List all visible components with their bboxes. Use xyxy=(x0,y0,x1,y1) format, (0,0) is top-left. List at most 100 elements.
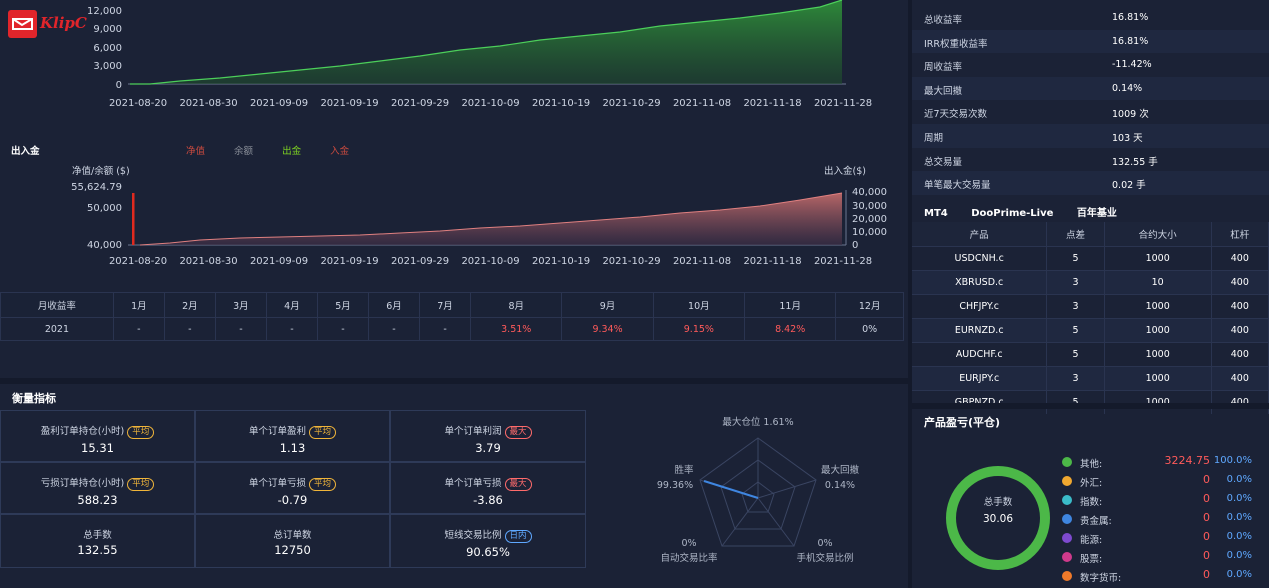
metric-tag: 平均 xyxy=(127,426,155,439)
metric-tag: 平均 xyxy=(127,478,155,491)
month-cell: - xyxy=(163,317,216,341)
product-cell: 400 xyxy=(1211,294,1269,319)
stat-label: 近7天交易次数 xyxy=(924,109,988,121)
metric-value: 588.23 xyxy=(77,493,118,507)
product-row[interactable]: CHFJPY.c 3 1000 400 xyxy=(912,294,1269,319)
product-row[interactable]: AUDCHF.c 5 1000 400 xyxy=(912,342,1269,367)
legend-balance[interactable]: 余额 xyxy=(234,146,254,157)
metric-label: 亏损订单持仓(小时) xyxy=(40,478,125,489)
pnl-legend-row[interactable]: 贵金属: 0 0.0% xyxy=(1062,510,1262,528)
y-tick-label: 12,000 xyxy=(87,6,122,17)
right-tick-label: 20,000 xyxy=(852,214,887,225)
product-cell: 400 xyxy=(1211,318,1269,343)
month-header: 月收益率 xyxy=(0,292,114,318)
right-tick-label: 40,000 xyxy=(852,187,887,198)
pnl-legend-row[interactable]: 数字货币: 0 0.0% xyxy=(1062,567,1262,585)
metric-value: 1.13 xyxy=(279,441,306,455)
deposit-bar xyxy=(132,193,135,245)
month-header: 11月 xyxy=(743,292,837,318)
metric-card: 盈利订单持仓(小时) 平均 15.31 xyxy=(0,410,195,462)
metric-card: 亏损订单持仓(小时) 平均 588.23 xyxy=(0,462,195,514)
month-cell: 3.51% xyxy=(470,317,563,341)
month-cell: 8.42% xyxy=(743,317,837,341)
stat-value: 16.81% xyxy=(1112,12,1149,23)
metric-card: 单个订单亏损 平均 -0.79 xyxy=(195,462,390,514)
metric-label-row: 单个订单利润 最大 xyxy=(391,423,585,439)
pnl-percent: 0.0% xyxy=(1226,474,1252,485)
pnl-category: 能源: xyxy=(1080,535,1103,546)
product-row[interactable]: EURNZD.c 5 1000 400 xyxy=(912,318,1269,343)
legend-deposit[interactable]: 入金 xyxy=(330,146,350,157)
net-area xyxy=(140,193,842,245)
stat-label: IRR权重收益率 xyxy=(924,38,988,50)
x-tick-label: 2021-09-29 xyxy=(391,256,449,267)
pnl-amount: 0 xyxy=(1203,568,1210,581)
month-header: 2月 xyxy=(163,292,216,318)
product-cell: 3 xyxy=(1046,294,1105,319)
pnl-center-label: 总手数 xyxy=(984,496,1013,508)
x-tick-label: 2021-09-09 xyxy=(250,98,308,109)
legend-net[interactable]: 净值 xyxy=(186,146,206,157)
product-row[interactable]: XBRUSD.c 3 10 400 xyxy=(912,270,1269,295)
x-tick-label: 2021-10-09 xyxy=(461,98,519,109)
equity-line xyxy=(130,0,843,85)
month-header: 8月 xyxy=(470,292,563,318)
product-cell: 3 xyxy=(1046,270,1105,295)
month-cell: - xyxy=(112,317,165,341)
product-cell: 5 xyxy=(1046,246,1105,271)
pnl-legend-row[interactable]: 外汇: 0 0.0% xyxy=(1062,472,1262,490)
cashflow-chart: 净值/余额 ($) 出入金($) 55,624.79 50,000 40,000 4… xyxy=(71,165,887,267)
pnl-legend-row[interactable]: 指数: 0 0.0% xyxy=(1062,491,1262,509)
x-tick-label: 2021-09-09 xyxy=(250,256,308,267)
metric-label-row: 短线交易比例 日内 xyxy=(391,527,585,543)
pnl-legend-row[interactable]: 能源: 0 0.0% xyxy=(1062,529,1262,547)
month-header: 7月 xyxy=(419,292,472,318)
pnl-legend-row[interactable]: 其他: 3224.75 100.0% xyxy=(1062,453,1262,471)
stat-row: 单笔最大交易量 0.02 手 xyxy=(912,171,1269,196)
legend-withdraw[interactable]: 出金 xyxy=(282,146,302,157)
x-tick-label: 2021-08-30 xyxy=(179,98,237,109)
cashflow-legend: 净值 余额 出金 入金 xyxy=(186,143,349,157)
pnl-percent: 0.0% xyxy=(1226,531,1252,542)
product-row[interactable]: EURJPY.c 3 1000 400 xyxy=(912,366,1269,391)
product-cell: 1000 xyxy=(1104,294,1212,319)
right-axis-title: 出入金($) xyxy=(824,165,866,177)
stat-label: 周期 xyxy=(924,133,944,144)
product-row[interactable]: USDCNH.c 5 1000 400 xyxy=(912,246,1269,271)
metric-label: 单个订单利润 xyxy=(444,426,502,437)
pnl-amount: 0 xyxy=(1203,549,1210,562)
cashflow-title: 出入金 xyxy=(11,146,40,157)
radar-left-label: 胜率 xyxy=(674,464,694,476)
section-divider xyxy=(0,378,908,384)
product-cell: 10 xyxy=(1104,270,1212,295)
x-tick-label: 2021-10-09 xyxy=(461,256,519,267)
metric-value: 3.79 xyxy=(475,441,501,455)
account-server: DooPrime-Live xyxy=(971,208,1054,219)
stat-row: 总收益率 16.81% xyxy=(912,6,1269,30)
product-cell: 5 xyxy=(1046,318,1105,343)
winrate-vector xyxy=(703,480,759,499)
metrics-grid: 盈利订单持仓(小时) 平均 15.31 单个订单盈利 平均 1.13 单个订单利润 最大 3.7… xyxy=(0,410,586,568)
x-tick-label: 2021-09-19 xyxy=(320,98,378,109)
pnl-percent: 0.0% xyxy=(1226,550,1252,561)
x-tick-label: 2021-08-20 xyxy=(109,256,167,267)
x-tick-label: 2021-09-29 xyxy=(391,98,449,109)
metric-card: 总订单数 12750 xyxy=(195,514,390,568)
metric-label: 单个订单亏损 xyxy=(444,478,502,489)
month-cell: - xyxy=(419,317,472,341)
pnl-percent: 0.0% xyxy=(1226,512,1252,523)
month-header: 10月 xyxy=(652,292,746,318)
x-tick-label: 2021-11-18 xyxy=(743,98,801,109)
x-tick-label: 2021-10-19 xyxy=(532,256,590,267)
pnl-legend-row[interactable]: 股票: 0 0.0% xyxy=(1062,548,1262,566)
right-tick-label: 0 xyxy=(852,240,858,251)
metrics-title: 衡量指标 xyxy=(12,392,56,405)
account-info: MT4 DooPrime-Live 百年基业 xyxy=(924,204,1117,219)
metric-label-row: 亏损订单持仓(小时) 平均 xyxy=(1,475,194,491)
y-tick-label: 3,000 xyxy=(93,61,122,72)
monthly-returns-table: 月收益率 1月 2月 3月 4月 5月 6月 7月 8月 9月 10月 11月 12月 2021- - - -… xyxy=(0,292,904,341)
metric-label-row: 单个订单亏损 平均 xyxy=(196,475,389,491)
stat-value: 103 天 xyxy=(1112,133,1143,144)
metric-value: 132.55 xyxy=(77,543,118,557)
brand-logo[interactable]: KlipC xyxy=(8,10,87,38)
